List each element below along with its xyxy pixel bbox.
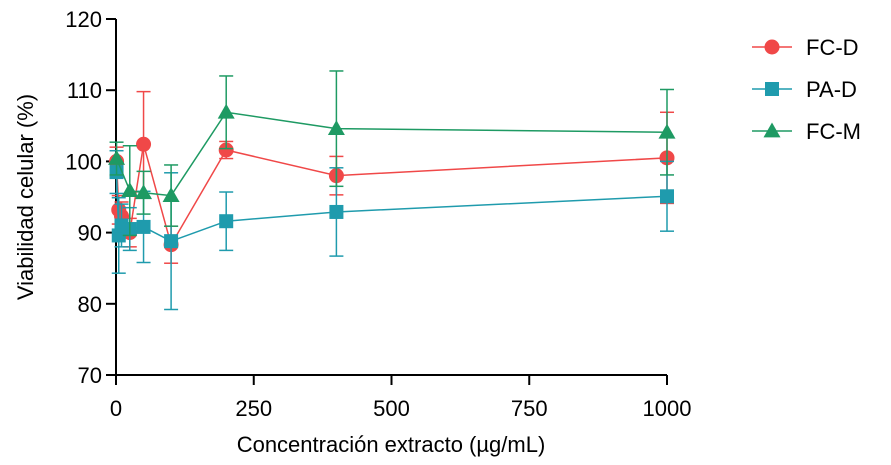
legend-item-fc-m: FC-M <box>752 119 861 144</box>
data-point <box>162 187 180 202</box>
plot-area <box>108 70 676 311</box>
x-tick-label: 0 <box>110 396 122 421</box>
data-point <box>218 142 234 158</box>
y-tick-label: 80 <box>78 292 102 317</box>
data-point <box>660 189 674 204</box>
legend-marker <box>764 39 780 55</box>
series-pa-d <box>109 149 674 311</box>
data-point <box>108 150 126 165</box>
data-point <box>121 182 139 197</box>
legend-label: FC-M <box>806 119 861 144</box>
x-tick-label: 500 <box>373 396 410 421</box>
y-axis: 70 80 90 100 110 120 <box>65 7 117 388</box>
data-point <box>136 136 152 152</box>
data-point <box>329 204 344 219</box>
data-point <box>217 103 235 119</box>
legend-marker <box>765 82 779 96</box>
y-tick-label: 90 <box>78 221 102 246</box>
data-point <box>164 234 179 249</box>
x-ticks: 0 250 500 750 1000 <box>110 375 692 421</box>
x-axis-label: Concentración extracto (µg/mL) <box>237 432 546 457</box>
data-point <box>658 123 676 139</box>
data-point <box>327 120 345 136</box>
y-axis-label: Viabilidad celular (%) <box>13 94 38 300</box>
data-point <box>219 214 234 229</box>
y-tick-label: 120 <box>65 7 102 32</box>
x-tick-label: 750 <box>511 396 548 421</box>
x-axis: 0 250 500 750 1000 <box>110 374 692 421</box>
legend-item-pa-d: PA-D <box>752 77 857 102</box>
y-ticks: 70 80 90 100 110 120 <box>65 7 116 388</box>
legend-item-fc-d: FC-D <box>752 35 859 60</box>
data-point <box>136 219 151 234</box>
data-point <box>135 184 153 200</box>
x-tick-label: 250 <box>235 396 272 421</box>
x-tick-label: 1000 <box>643 396 692 421</box>
series-line <box>115 111 668 197</box>
series-line <box>115 172 668 242</box>
legend-label: PA-D <box>806 77 857 102</box>
legend-marker <box>763 122 781 138</box>
y-tick-label: 100 <box>65 149 102 174</box>
y-tick-label: 110 <box>67 78 102 103</box>
legend: FC-D PA-D FC-M <box>752 35 861 144</box>
legend-label: FC-D <box>806 35 859 60</box>
y-tick-label: 70 <box>78 363 102 388</box>
series-fc-d <box>109 90 675 264</box>
series-line <box>115 144 668 247</box>
series-fc-m <box>108 70 676 237</box>
